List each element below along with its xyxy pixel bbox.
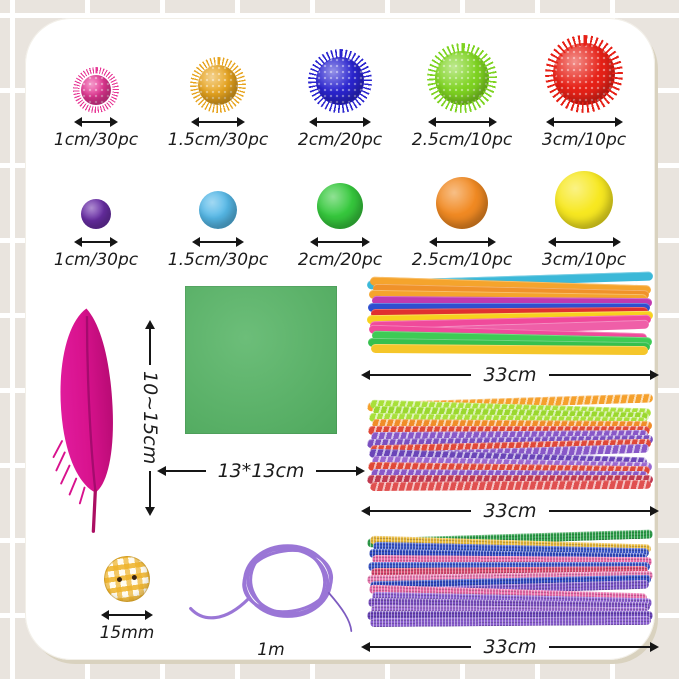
arrow-line [145, 470, 155, 517]
paper-square-image [185, 286, 337, 434]
bundle-length-measure: 33cm [360, 364, 660, 386]
glitter-pom-blue [316, 57, 364, 105]
plain-pom-row: 1cm/30pc 1.5cm/30pc 2cm/20pc 2.5cm/10pc … [35, 158, 645, 270]
glitter-pom-pink [81, 75, 111, 105]
pom-size-label: 1cm/30pc [53, 250, 139, 270]
pipe-cleaner-stems [363, 393, 657, 492]
feather-section: 10~15cm [43, 286, 179, 544]
arrow-line [145, 319, 155, 366]
arrow-line-left [360, 642, 472, 652]
plain-pom-purple [81, 199, 111, 229]
pom-size-label: 1.5cm/30pc [167, 250, 269, 270]
glitter-pom-gold [198, 65, 238, 105]
width-arrow [101, 610, 153, 620]
arrow-line-left [360, 506, 472, 516]
width-arrow [191, 117, 245, 127]
width-arrow [192, 237, 244, 247]
glitter-pom-green [435, 51, 489, 105]
pipe-cleaner-stem [367, 611, 653, 620]
pipe-cleaner-stems [363, 529, 657, 628]
plain-pom-lightblue [199, 191, 237, 229]
pipe-cleaner-stem [370, 343, 649, 356]
pipe-cleaner-bundle-glitter: 33cm [360, 529, 660, 658]
pom-size-label: 2cm/20pc [297, 130, 383, 150]
plain-pom-item-2-5cm: 2.5cm/10pc [401, 158, 523, 270]
feather-image [52, 308, 113, 533]
glitter-pom-item-2-5cm: 2.5cm/10pc [401, 32, 523, 150]
product-info-card: 1cm/30pc 1.5cm/30pc 2cm/20pc 2.5cm/10pc … [25, 18, 660, 660]
pom-size-label: 3cm/10pc [541, 130, 627, 150]
width-arrow [547, 237, 621, 247]
plain-pom-yellow [555, 171, 613, 229]
width-arrow [74, 117, 118, 127]
pom-size-label: 2.5cm/10pc [411, 130, 513, 150]
bundle-length-label: 33cm [483, 364, 537, 386]
pipe-cleaner-stems [363, 271, 657, 356]
plain-pom-item-1-5cm: 1.5cm/30pc [157, 158, 279, 270]
pipe-cleaner-stem [367, 475, 653, 484]
gingham-button-image [101, 553, 153, 605]
plain-pom-orange [436, 177, 488, 229]
button-section: 15mm [81, 553, 173, 643]
glitter-pom-item-3cm: 3cm/10pc [523, 32, 645, 150]
bundle-length-measure: 33cm [360, 636, 660, 658]
width-arrow [310, 237, 370, 247]
width-arrow [309, 117, 371, 127]
cord-section: 1m [187, 538, 355, 660]
plain-pom-item-2cm: 2cm/20pc [279, 158, 401, 270]
arrow-line-left [157, 466, 206, 476]
glitter-pom-row: 1cm/30pc 1.5cm/30pc 2cm/20pc 2.5cm/10pc … [35, 32, 645, 150]
cord-length-label: 1m [257, 640, 285, 660]
plain-pom-item-3cm: 3cm/10pc [523, 158, 645, 270]
cord-image [189, 544, 353, 632]
arrow-line-right [548, 506, 660, 516]
pipe-cleaner-bundle-striped: 33cm [360, 393, 660, 522]
width-arrow [427, 117, 497, 127]
button-size-label: 15mm [99, 623, 155, 643]
pom-size-label: 1cm/30pc [53, 130, 139, 150]
pipe-cleaner-stem [369, 479, 652, 492]
pipe-cleaner-stem [369, 615, 652, 628]
pom-size-label: 1.5cm/30pc [167, 130, 269, 150]
glitter-pom-item-1cm: 1cm/30pc [35, 32, 157, 150]
square-size-measure: 13*13cm [157, 460, 365, 482]
glitter-pom-item-2cm: 2cm/20pc [279, 32, 401, 150]
square-size-label: 13*13cm [217, 460, 305, 482]
plain-pom-item-1cm: 1cm/30pc [35, 158, 157, 270]
feather-length-label: 10~15cm [139, 371, 161, 465]
bundle-length-label: 33cm [483, 500, 537, 522]
arrow-line-right [316, 466, 365, 476]
feather-length-arrow: 10~15cm [139, 319, 161, 517]
arrow-line-right [548, 642, 660, 652]
button-hole [131, 574, 138, 581]
bundle-length-measure: 33cm [360, 500, 660, 522]
plain-pom-green [317, 183, 363, 229]
width-arrow [428, 237, 496, 247]
arrow-line-right [548, 370, 660, 380]
bundle-length-label: 33cm [483, 636, 537, 658]
width-arrow [74, 237, 118, 247]
paper-square-section: 13*13cm [157, 286, 365, 482]
button-hole [116, 576, 123, 583]
pom-size-label: 2.5cm/10pc [411, 250, 513, 270]
pom-size-label: 2cm/20pc [297, 250, 383, 270]
arrow-line-left [360, 370, 472, 380]
width-arrow [545, 117, 623, 127]
pom-size-label: 3cm/10pc [541, 250, 627, 270]
glitter-pom-red [553, 43, 615, 105]
pipe-cleaner-bundle-smooth: 33cm [360, 271, 660, 386]
pipe-cleaner-section: 33cm 33cm 33cm [360, 271, 660, 670]
glitter-pom-item-1-5cm: 1.5cm/30pc [157, 32, 279, 150]
